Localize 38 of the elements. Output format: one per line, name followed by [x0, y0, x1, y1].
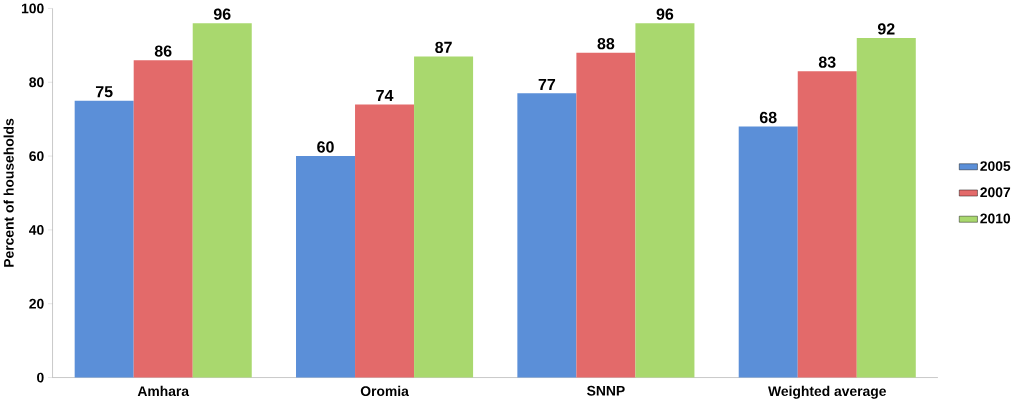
bar [635, 23, 695, 378]
bar [133, 59, 193, 378]
legend-label: 2005 [980, 160, 1011, 171]
y-tick-label: 60 [29, 150, 44, 161]
data-label: 92 [877, 23, 895, 35]
bar [414, 56, 474, 378]
legend-label: 2010 [980, 213, 1011, 224]
x-tick-label: Oromia [360, 385, 409, 396]
data-label: 75 [95, 85, 113, 98]
bar [856, 37, 916, 378]
bar [517, 93, 577, 378]
bar [74, 100, 134, 378]
data-label: 60 [317, 141, 334, 153]
data-label: 96 [656, 8, 674, 20]
y-tick-label: 0 [37, 372, 44, 383]
legend-label: 2007 [980, 187, 1011, 197]
data-label: 74 [376, 89, 394, 101]
y-axis-title: Percent of households [3, 118, 14, 267]
y-tick-label: 20 [29, 298, 44, 309]
bar [738, 126, 798, 378]
x-tick-label: Weighted average [768, 385, 886, 399]
bar [192, 23, 252, 378]
bar [576, 52, 636, 378]
data-label: 83 [818, 56, 836, 68]
x-tick-label: Amhara [137, 385, 190, 396]
data-label: 86 [154, 45, 172, 57]
data-label: 88 [597, 37, 615, 50]
x-tick-label: SNNP [587, 385, 625, 396]
bar [355, 104, 415, 378]
data-label: 87 [435, 41, 452, 53]
data-label: 77 [538, 78, 556, 90]
y-tick-label: 100 [21, 3, 44, 14]
data-label: 96 [213, 8, 231, 20]
y-tick-label: 40 [29, 224, 44, 235]
data-label: 68 [759, 111, 777, 123]
bar [296, 155, 356, 378]
y-tick-label: 80 [29, 77, 44, 87]
bar [797, 71, 857, 378]
